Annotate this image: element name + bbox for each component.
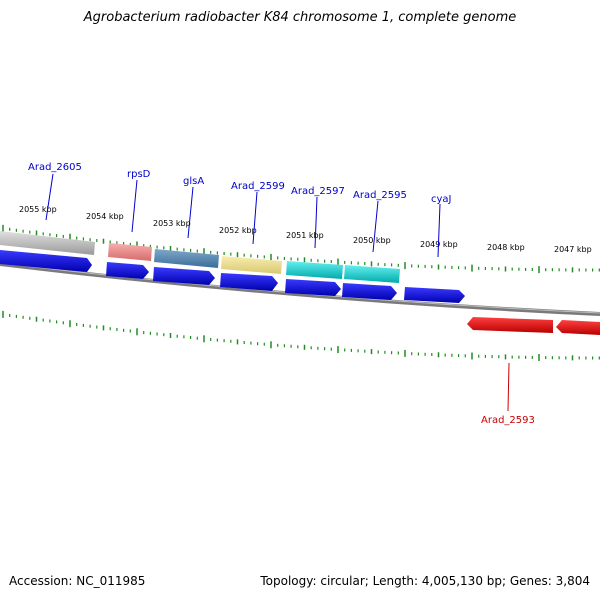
feature-box-pink [108, 243, 152, 261]
feature-box-cyan-2 [344, 265, 400, 283]
tick-label: 2048 kbp [487, 243, 525, 252]
chromosome-backbone [0, 262, 600, 316]
tick-label: 2054 kbp [86, 212, 124, 221]
gene-leader-lines [45, 173, 441, 258]
gene-label-arad-2597: Arad_2597 [291, 186, 345, 197]
map-title: Agrobacterium radiobacter K84 chromosome… [83, 10, 517, 25]
inner-tick-row [2, 310, 600, 361]
gene-label-rpsd: rpsD [127, 169, 151, 180]
tick-label: 2055 kbp [19, 205, 57, 214]
tick-label: 2053 kbp [153, 219, 191, 228]
gene-label-arad-2593: Arad_2593 [481, 415, 535, 426]
forward-cds-arrow [106, 262, 149, 279]
reverse-cds-arrow [556, 320, 600, 335]
gene-label-arad-2595: Arad_2595 [353, 190, 407, 201]
forward-cds-arrow [0, 250, 92, 272]
gene-label-arad-2605: Arad_2605 [28, 162, 82, 173]
tick-label: 2051 kbp [286, 231, 324, 240]
gene-label-arad-2599: Arad_2599 [231, 181, 285, 192]
forward-cds-arrow [220, 273, 278, 291]
gene-label-glsa: glsA [183, 176, 204, 187]
genome-summary-text: Topology: circular; Length: 4,005,130 bp… [260, 574, 590, 588]
forward-cds-arrow [404, 287, 465, 303]
feature-box-grey [0, 231, 95, 255]
accession-text: Accession: NC_011985 [9, 574, 146, 588]
gene-leader-line-reverse [507, 362, 510, 412]
forward-cds-arrow [342, 283, 397, 300]
reverse-cds-arrow [467, 317, 553, 333]
gene-label-cyaj: cyaJ [431, 194, 452, 205]
tick-label: 2052 kbp [219, 226, 257, 235]
feature-box-khaki [221, 256, 282, 274]
tick-label: 2050 kbp [353, 236, 391, 245]
forward-cds-arrow [153, 267, 215, 285]
feature-box-cyan-1 [286, 261, 343, 279]
tick-label: 2047 kbp [554, 245, 592, 254]
feature-box-steel [154, 249, 219, 268]
forward-cds-arrow [285, 279, 341, 296]
